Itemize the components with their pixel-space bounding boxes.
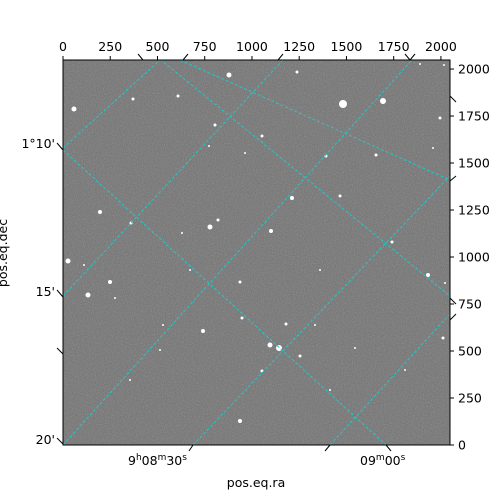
star	[244, 152, 246, 154]
ra-axis: 9h08m30s 09m00s	[128, 444, 406, 468]
right-world-ticks	[449, 95, 457, 321]
star-field	[65, 63, 446, 423]
star	[216, 218, 220, 222]
star	[213, 123, 217, 127]
y-axis-title: pos.eq.dec	[0, 219, 10, 287]
star	[329, 389, 331, 391]
top-tick-label: 1000	[236, 39, 268, 54]
star	[260, 134, 264, 138]
star	[443, 64, 445, 66]
star	[374, 153, 378, 157]
star	[226, 72, 232, 78]
grid-line	[179, 60, 450, 181]
star	[108, 280, 112, 284]
sky-image	[63, 60, 450, 445]
star	[83, 264, 85, 266]
star	[201, 329, 205, 333]
star	[129, 379, 131, 381]
top-tick-label: 0	[59, 39, 67, 54]
star	[419, 63, 421, 65]
grid-line	[160, 60, 450, 297]
star	[207, 224, 213, 230]
grid-line	[192, 175, 450, 445]
dec-tick-label: 1°10'	[21, 136, 55, 151]
star	[238, 280, 242, 284]
star	[290, 196, 294, 200]
right-tick-label: 1250	[458, 203, 490, 218]
coordinate-grid	[63, 60, 450, 445]
star	[354, 347, 356, 349]
dec-axis: 1°10' 15' 20'	[21, 136, 64, 447]
star	[319, 269, 321, 271]
star	[269, 229, 273, 233]
star	[181, 232, 183, 234]
top-tick-label: 2000	[425, 39, 457, 54]
star	[114, 297, 116, 299]
star	[71, 106, 77, 112]
star	[444, 282, 446, 284]
star	[426, 273, 430, 277]
grid-line	[63, 60, 161, 149]
star	[159, 349, 161, 351]
right-tick-label: 750	[458, 297, 482, 312]
right-tick-label: 1750	[458, 109, 490, 124]
dec-tick-label: 20'	[36, 432, 55, 447]
star	[432, 147, 434, 149]
ra-tick-label: 9h08m30s	[128, 453, 187, 468]
top-world-ticks	[137, 53, 416, 61]
top-pixel-axis: 0 250 500 750 1000 1250 1500 1750 2000	[59, 39, 457, 60]
right-tick-label: 1000	[458, 250, 490, 265]
right-tick-label: 1500	[458, 156, 490, 171]
top-tick-label: 250	[98, 39, 122, 54]
star	[338, 194, 342, 198]
top-tick-label: 1500	[331, 39, 363, 54]
star	[189, 269, 191, 271]
star	[238, 419, 242, 423]
grid-line	[63, 60, 413, 445]
right-pixel-axis: 0 250 500 750 1000 1250 1500 1750 2000	[450, 62, 490, 453]
star	[298, 354, 302, 358]
star	[176, 94, 180, 98]
right-tick-label: 0	[458, 438, 466, 453]
grid-line	[63, 149, 387, 445]
dec-tick-label: 15'	[36, 284, 55, 299]
star	[339, 100, 347, 108]
ra-tick-label: 09m00s	[360, 453, 406, 468]
top-tick-label: 500	[146, 39, 170, 54]
star	[162, 324, 164, 326]
star	[284, 322, 288, 326]
star	[390, 240, 394, 244]
star	[441, 336, 445, 340]
star	[314, 324, 316, 326]
star	[85, 292, 91, 298]
plot-frame	[62, 59, 451, 446]
star	[65, 258, 71, 264]
star	[438, 116, 442, 120]
star	[208, 145, 210, 147]
star	[380, 98, 386, 104]
grid-line	[63, 60, 284, 297]
star	[267, 342, 273, 348]
right-tick-label: 2000	[458, 62, 490, 77]
star	[404, 369, 406, 371]
top-tick-label: 1250	[283, 39, 315, 54]
star	[240, 316, 244, 320]
star	[295, 70, 299, 74]
star	[98, 210, 102, 214]
top-tick-label: 1750	[378, 39, 410, 54]
right-tick-label: 250	[458, 391, 482, 406]
x-axis-title: pos.eq.ra	[227, 475, 285, 490]
star	[131, 97, 135, 101]
top-tick-label: 750	[193, 39, 217, 54]
right-tick-label: 500	[458, 344, 482, 359]
